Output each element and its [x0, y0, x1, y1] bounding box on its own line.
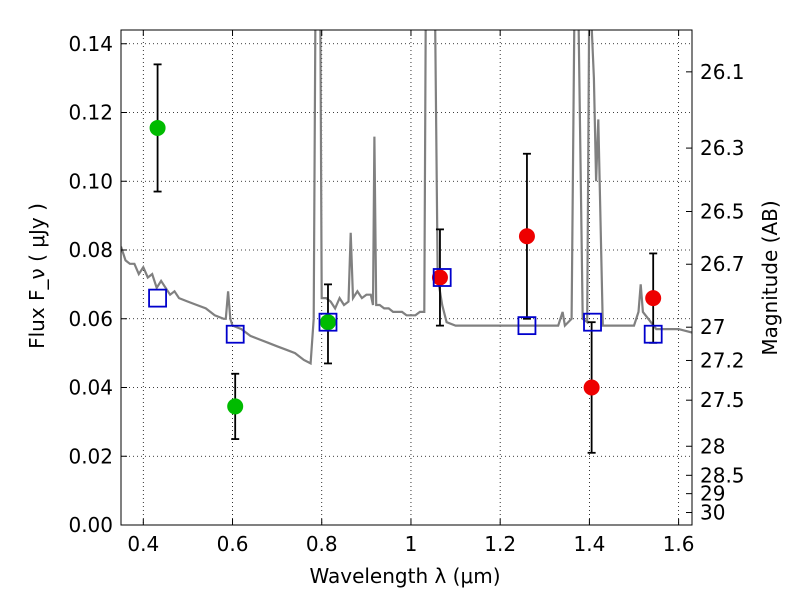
x-tick-label: 1	[405, 532, 418, 556]
grid-lines	[121, 30, 692, 526]
model-band-square	[583, 312, 602, 332]
x-tick-label: 0.8	[306, 532, 338, 556]
x-tick-label: 0.4	[127, 532, 159, 556]
y-axis-label: Flux F_ν ( μJy )	[25, 203, 49, 349]
red-data-point	[645, 290, 662, 307]
magnitude-tick-label: 27.5	[700, 388, 745, 412]
magnitude-tick-label: 30	[700, 501, 725, 525]
model-band-square	[432, 268, 452, 287]
x-tick-label: 1.2	[484, 532, 516, 556]
y-tick-label: 0.00	[68, 513, 113, 537]
magnitude-tick-label: 28.5	[700, 463, 745, 487]
data-points	[148, 119, 663, 415]
model-spectrum	[121, 30, 692, 366]
model-band-square	[225, 324, 245, 344]
model-spectrum-line	[121, 30, 692, 366]
x-tick-label: 0.6	[217, 532, 249, 556]
y-tick-label: 0.10	[68, 169, 113, 193]
red-data-point	[583, 379, 600, 396]
model-band-square	[643, 324, 663, 344]
y-tick-label: 0.02	[68, 444, 113, 468]
x-tick-label: 1.4	[573, 532, 605, 556]
green-data-point	[319, 314, 336, 331]
magnitude-tick-label: 29	[700, 482, 725, 506]
y-tick-label: 0.04	[68, 376, 113, 400]
red-data-point	[518, 228, 535, 245]
green-data-point	[227, 398, 244, 415]
model-band-square	[517, 316, 537, 336]
magnitude-tick-label: 26.5	[700, 199, 745, 223]
x-ticks: 0.4 0.6 0.8 1 1.2 1.4 1.6	[127, 30, 695, 556]
magnitude-tick-label: 26.1	[700, 60, 745, 84]
magnitude-tick-label: 26.7	[700, 252, 745, 276]
y-tick-label: 0.14	[68, 32, 113, 56]
y2-axis-label: Magnitude (AB)	[758, 200, 782, 355]
x-axis-label: Wavelength λ (μm)	[309, 564, 500, 588]
y-ticks: 0.00 0.02 0.04 0.06 0.08 0.10 0.12 0.14	[68, 32, 127, 537]
plot-frame	[120, 29, 693, 526]
y-tick-label: 0.08	[68, 238, 113, 262]
green-data-point	[149, 119, 166, 136]
x-tick-label: 1.6	[663, 532, 695, 556]
model-band-square	[318, 312, 338, 332]
model-band-square	[148, 288, 167, 308]
magnitude-tick-label: 27	[700, 315, 725, 339]
magnitude-tick-label: 28	[700, 434, 725, 458]
y-tick-label: 0.06	[68, 307, 113, 331]
y-tick-label: 0.12	[68, 101, 113, 125]
magnitude-tick-label: 27.2	[700, 348, 745, 372]
red-data-point	[431, 269, 448, 286]
magnitude-tick-label: 26.3	[700, 136, 745, 160]
